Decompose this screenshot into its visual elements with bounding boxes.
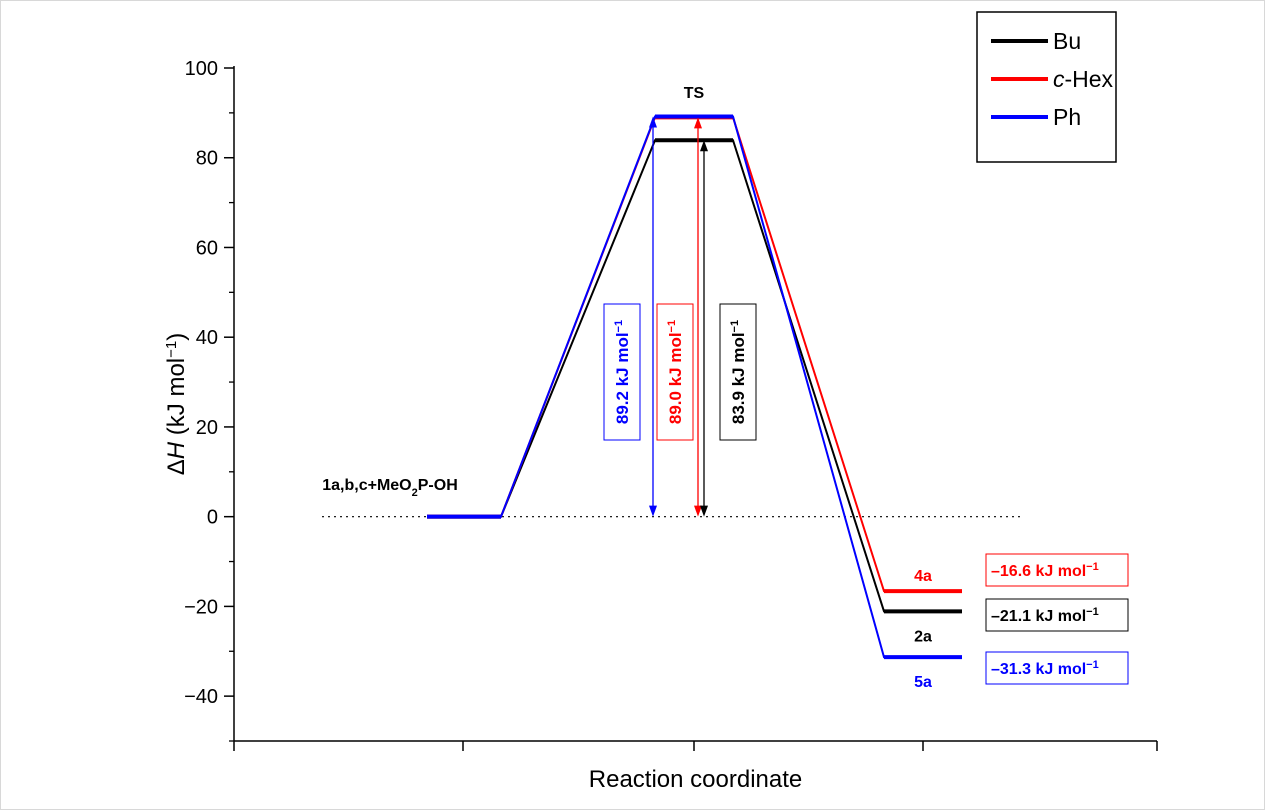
- barrier-value-c-hex-superscript: −1: [666, 320, 678, 333]
- x-axis-title: Reaction coordinate: [589, 766, 802, 793]
- product-value-ph-text: –31.3 kJ mol: [991, 661, 1086, 678]
- product-value-c-hex-text: –16.6 kJ mol: [991, 563, 1086, 580]
- barrier-arrowhead-bottom-c-hex: [694, 505, 702, 517]
- y-axis-title-superscript: −1: [163, 341, 180, 358]
- barrier-arrowhead-bottom-bu: [700, 505, 708, 517]
- product-value-c-hex-superscript: −1: [1086, 561, 1099, 573]
- product-value-box-c-hex: [985, 553, 1129, 587]
- y-tick-label: 80: [196, 148, 218, 170]
- barrier-value-bu-text: 83.9 kJ mol: [729, 332, 748, 424]
- y-tick-label: 40: [196, 327, 218, 349]
- reactant-label-subscript: 2: [412, 487, 418, 499]
- barrier-value-c-hex-text: 89.0 kJ mol: [666, 332, 685, 424]
- barrier-value-ph-superscript: −1: [613, 320, 625, 333]
- y-axis-title: ΔH (kJ mol−1): [163, 333, 191, 475]
- product-label-5a: 5a: [914, 674, 932, 691]
- barrier-value-ph-text: 89.2 kJ mol: [613, 332, 632, 424]
- legend-entry-text: Bu: [1053, 28, 1081, 54]
- legend-box: [976, 11, 1117, 163]
- reactant-label: 1a,b,c+MeO2P-OH: [322, 477, 458, 499]
- y-axis-title-delta: Δ: [163, 459, 190, 475]
- legend-entry: Bu: [1053, 28, 1081, 54]
- product-value-bu-superscript: −1: [1086, 606, 1099, 618]
- product-value-ph: –31.3 kJ mol−1: [991, 659, 1099, 678]
- reactant-label-text: P-OH: [418, 477, 458, 494]
- y-tick-label: −20: [184, 596, 218, 618]
- legend-entry-text: Ph: [1053, 104, 1081, 130]
- barrier-arrowhead-top-c-hex: [694, 117, 702, 129]
- series-line-ph: [427, 115, 962, 659]
- barrier-value-bu: 83.9 kJ mol−1: [729, 320, 748, 424]
- product-label-2a: 2a: [914, 628, 932, 645]
- y-tick-label: 100: [185, 58, 218, 80]
- y-tick-label: 20: [196, 417, 218, 439]
- barrier-arrowhead-top-ph: [649, 116, 657, 128]
- product-label-4a: 4a: [914, 568, 932, 585]
- legend-entry-text: c: [1053, 66, 1065, 92]
- legend-entry: Ph: [1053, 104, 1081, 130]
- y-axis-title-symbol: H: [163, 441, 190, 459]
- product-value-ph-superscript: −1: [1086, 659, 1099, 671]
- series-line-c-hex: [427, 116, 962, 593]
- barrier-arrowhead-top-bu: [700, 140, 708, 152]
- legend: Bu c-Hex Ph: [976, 11, 1117, 163]
- product-value-bu-text: –21.1 kJ mol: [991, 608, 1086, 625]
- barrier-box-ph: [603, 303, 641, 441]
- product-value-box-bu: [985, 598, 1129, 632]
- barrier-box-c-hex: [656, 303, 694, 441]
- barrier-box-bu: [719, 303, 757, 441]
- reactant-label-text: 1a,b,c+MeO: [322, 477, 411, 494]
- barrier-value-bu-superscript: −1: [729, 320, 741, 333]
- product-value-bu: –21.1 kJ mol−1: [991, 606, 1099, 625]
- y-tick-label: −40: [184, 686, 218, 708]
- legend-entry-text: -Hex: [1065, 66, 1114, 92]
- y-axis-title-close: ): [163, 333, 190, 341]
- y-tick-label: 60: [196, 237, 218, 259]
- product-value-box-ph: [985, 651, 1129, 685]
- y-tick-label: 0: [207, 507, 218, 529]
- legend-entry: c-Hex: [1053, 66, 1114, 92]
- y-axis-title-unit: (kJ mol: [163, 358, 190, 442]
- series-line-bu: [427, 139, 962, 613]
- transition-state-label: TS: [684, 85, 705, 102]
- product-value-c-hex: –16.6 kJ mol−1: [991, 561, 1099, 580]
- barrier-value-c-hex: 89.0 kJ mol−1: [666, 320, 685, 424]
- barrier-value-ph: 89.2 kJ mol−1: [613, 320, 632, 424]
- barrier-arrowhead-bottom-ph: [649, 505, 657, 517]
